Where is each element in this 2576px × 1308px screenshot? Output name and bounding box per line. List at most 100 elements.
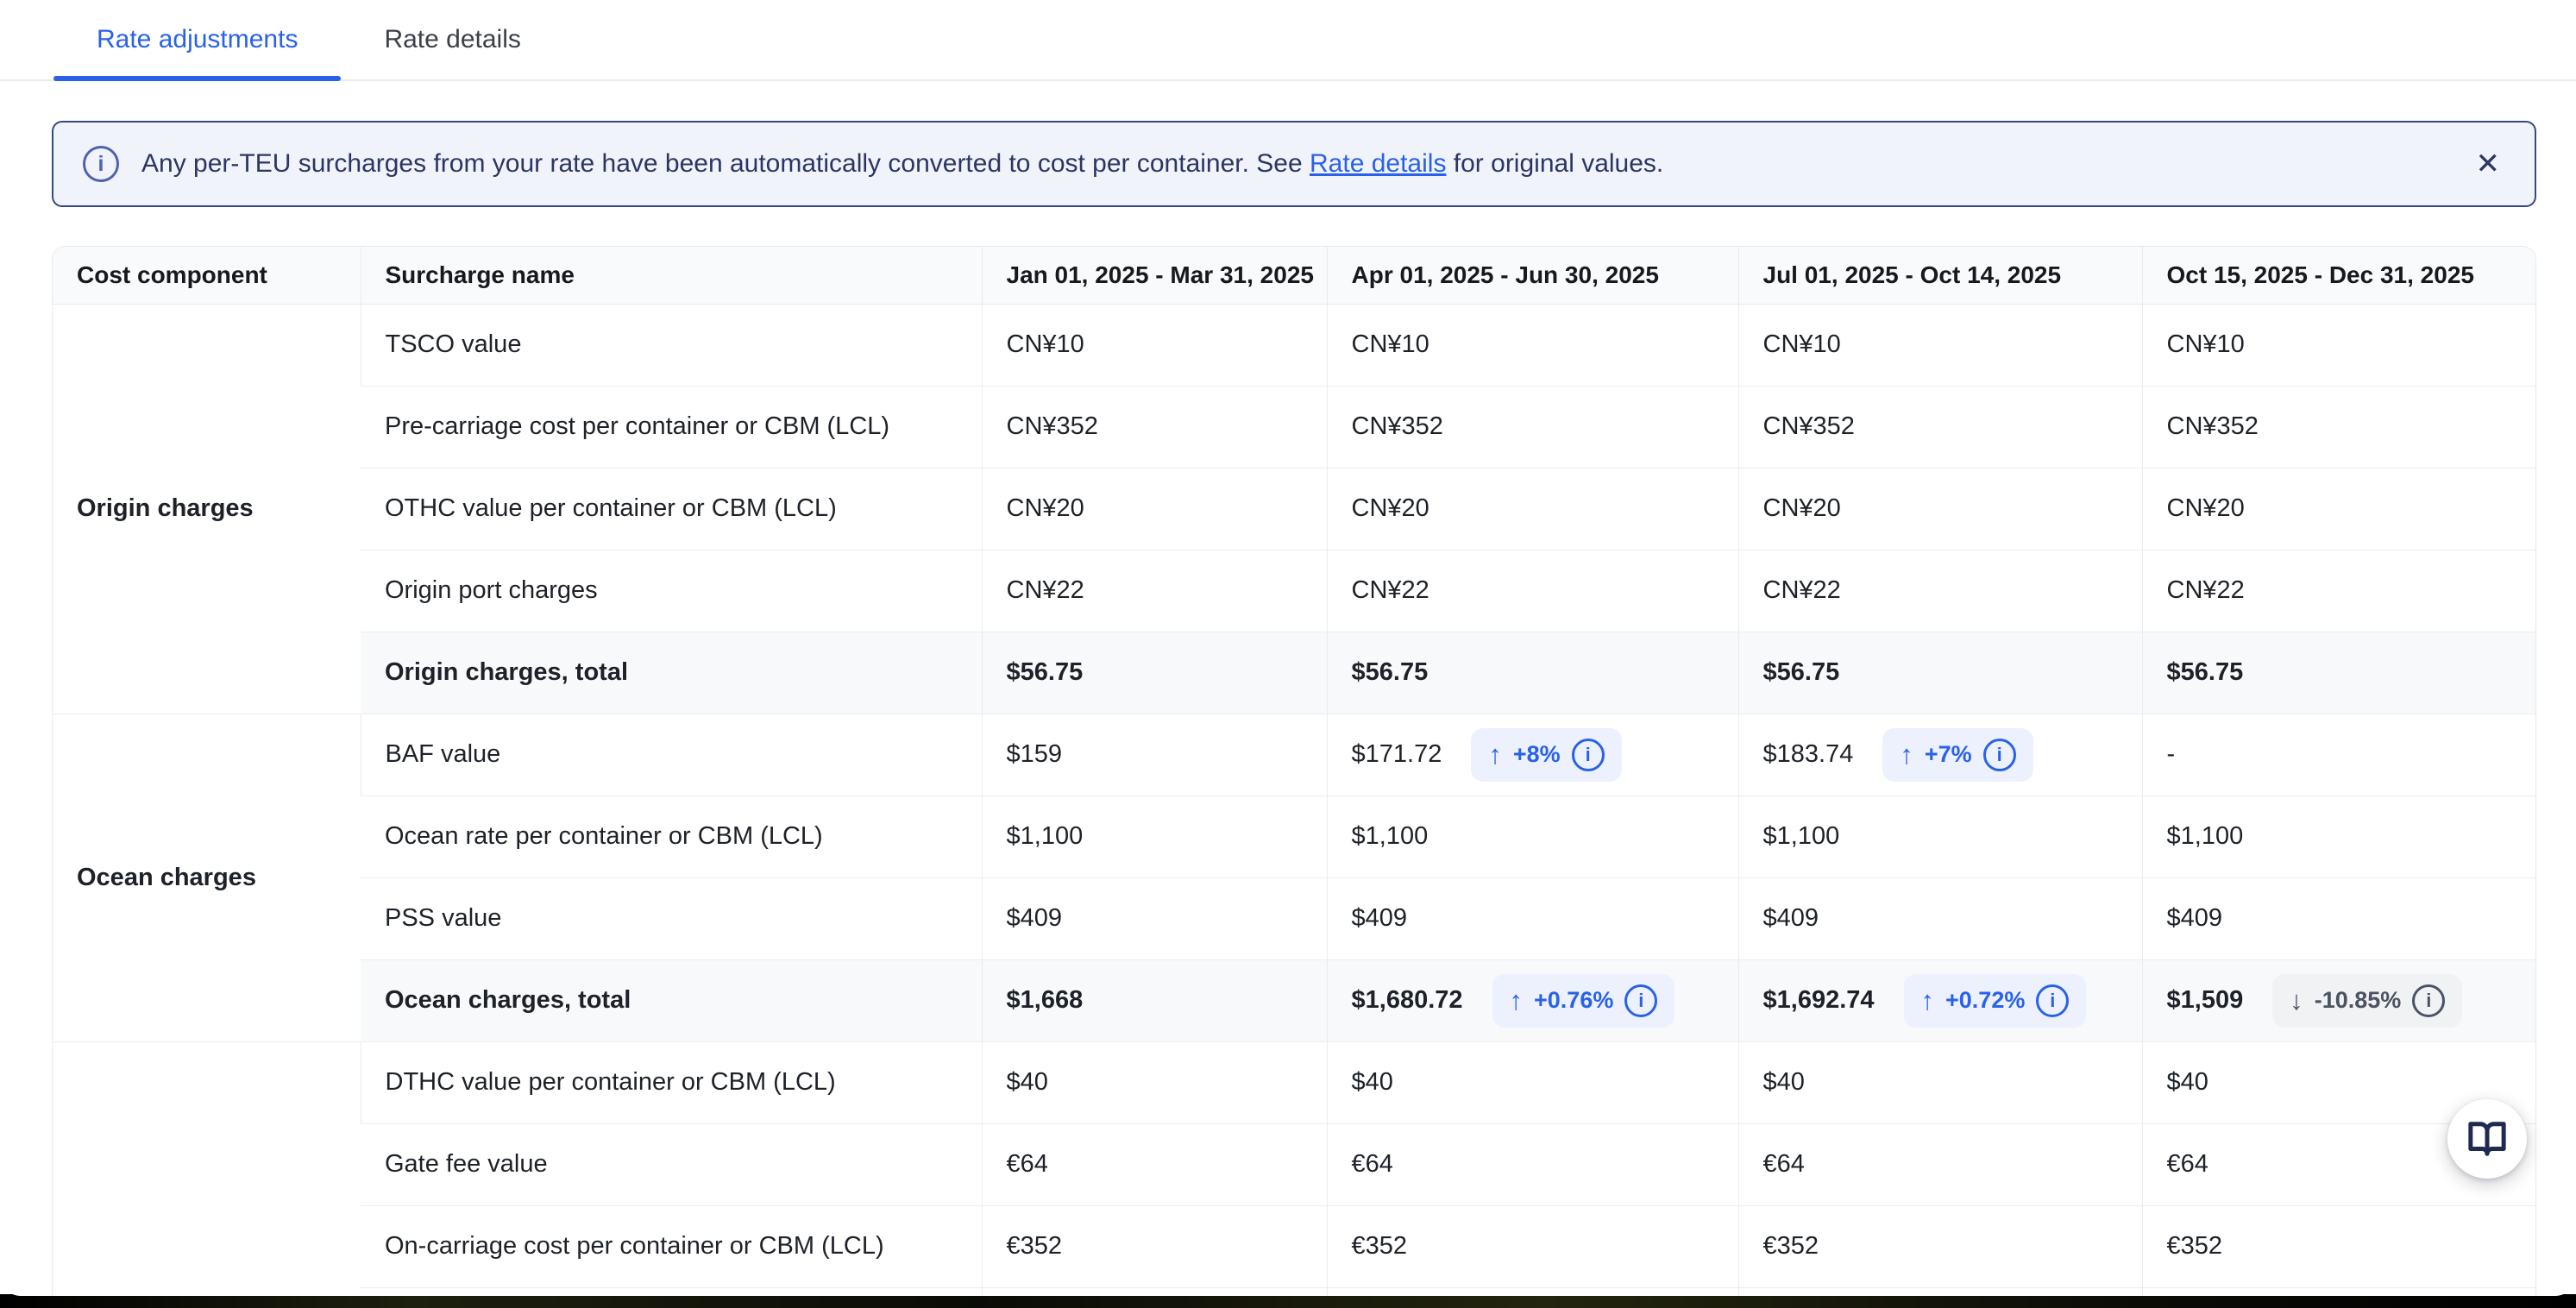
cell-value: $1,100 xyxy=(1006,822,1084,850)
surcharge-name-cell: Pre-carriage cost per container or CBM (… xyxy=(361,385,982,468)
value-cell: CN¥10 xyxy=(2141,304,2535,386)
cell-value: CN¥20 xyxy=(1351,494,1429,522)
value-cell: $409 xyxy=(1326,877,1738,959)
cell-value: $56.75 xyxy=(2166,658,2244,686)
cell-value: €64 xyxy=(1762,1150,1805,1178)
value-cell: €64 xyxy=(981,1122,1327,1205)
cell-value: €352 xyxy=(2166,1232,2223,1260)
value-cell: CN¥352 xyxy=(1737,385,2142,468)
cell-value: CN¥352 xyxy=(1351,412,1443,440)
rate-adjustments-table: Cost component Surcharge name Jan 01, 2025… xyxy=(52,246,2536,1296)
cell-value: CN¥22 xyxy=(2166,576,2245,604)
table-row: Ocean charges BAF value $159 $171.72 ↑ +8% i $1… xyxy=(53,713,2535,1041)
surcharge-name-cell: Gate fee value xyxy=(361,1122,982,1205)
surcharge-name-cell: BAF value xyxy=(360,713,982,795)
value-cell: €352 xyxy=(2141,1204,2535,1287)
cost-component-cell: Origin charges xyxy=(53,304,361,714)
column-header: Apr 01, 2025 - Jun 30, 2025 xyxy=(1326,247,1738,305)
cell-value: $409 xyxy=(1762,904,1819,932)
surcharge-name-cell: OTHC value per container or CBM (LCL) xyxy=(361,467,982,550)
tab-bar: Rate adjustments Rate details xyxy=(0,0,2576,81)
value-cell xyxy=(2141,1286,2535,1296)
surcharge-name-cell: PSS value xyxy=(361,877,982,959)
cell-value: $1,100 xyxy=(1762,822,1840,850)
value-cell: $56.75 xyxy=(2141,631,2535,714)
cell-value: €64 xyxy=(1351,1150,1393,1178)
book-open-icon xyxy=(2468,1122,2506,1156)
info-icon[interactable]: i xyxy=(2036,984,2070,1017)
value-cell: CN¥20 xyxy=(1326,467,1738,550)
column-header: Cost component xyxy=(53,247,361,305)
help-book-button[interactable] xyxy=(2447,1099,2527,1179)
change-badge: ↓ -10.85% i xyxy=(2272,973,2463,1028)
cell-value: €352 xyxy=(1351,1232,1408,1260)
value-cell: $409 xyxy=(1737,877,2142,959)
tab-rate-adjustments[interactable]: Rate adjustments xyxy=(53,0,342,81)
rate-details-link[interactable]: Rate details xyxy=(1310,149,1447,178)
info-banner: i Any per-TEU surcharges from your rate … xyxy=(52,121,2536,207)
value-cell: CN¥20 xyxy=(981,467,1327,550)
cell-value: - xyxy=(2166,740,2176,768)
change-percent: -10.85% xyxy=(2314,987,2402,1013)
cell-value: $1,509 xyxy=(2166,986,2244,1014)
info-icon[interactable]: i xyxy=(1571,738,1605,771)
cell-value: $409 xyxy=(1351,904,1408,932)
change-badge: ↑ +8% i xyxy=(1471,727,1622,782)
value-cell: $409 xyxy=(981,877,1327,959)
cell-value: €352 xyxy=(1762,1232,1819,1260)
cell-value: CN¥20 xyxy=(1762,494,1841,522)
surcharge-name-cell: Origin charges, total xyxy=(361,631,982,714)
value-cell: €64 xyxy=(1326,1122,1738,1205)
cell-value: $40 xyxy=(1762,1068,1805,1096)
value-cell: $1,100 xyxy=(1326,795,1738,877)
surcharge-name-cell: On-carriage cost per container or CBM (L… xyxy=(361,1204,982,1287)
tab-rate-details[interactable]: Rate details xyxy=(384,25,521,53)
value-cell: $40 xyxy=(981,1041,1327,1123)
value-cell: CN¥352 xyxy=(2141,385,2535,468)
cell-value: CN¥22 xyxy=(1762,576,1841,604)
info-icon[interactable]: i xyxy=(2412,984,2446,1017)
value-cell: $1,509 ↓ -10.85% i xyxy=(2141,959,2535,1041)
cell-value: CN¥22 xyxy=(1006,576,1084,604)
cell-value: CN¥10 xyxy=(1351,330,1429,358)
table-row: On-carriage cost per container or CBM (L… xyxy=(53,1204,2535,1287)
cell-value: CN¥20 xyxy=(2166,494,2245,522)
value-cell xyxy=(1737,1286,2142,1296)
cell-value: $171.72 xyxy=(1351,740,1442,768)
info-icon[interactable]: i xyxy=(1982,738,2016,771)
info-icon[interactable]: i xyxy=(1624,984,1658,1017)
cell-value: $1,100 xyxy=(1351,822,1429,850)
cell-value: $1,668 xyxy=(1006,986,1084,1014)
table-row: Ocean rate per container or CBM (LCL) $1,… xyxy=(53,795,2535,877)
cell-value: $159 xyxy=(1006,740,1063,768)
surcharge-name-cell: Ocean rate per container or CBM (LCL) xyxy=(361,795,982,877)
change-percent: +7% xyxy=(1924,741,1972,767)
cell-value: $56.75 xyxy=(1351,658,1429,686)
value-cell: $56.75 xyxy=(981,631,1327,714)
table-row: Origin charges TSCO value CN¥10 CN¥10 CN¥10 C… xyxy=(53,304,2535,714)
table-header-row: Cost component Surcharge name Jan 01, 2025… xyxy=(53,247,2535,305)
cell-value: €64 xyxy=(1006,1150,1048,1178)
table-row-total: Ocean charges, total $1,668 $1,680.72 ↑ +0.7… xyxy=(53,959,2535,1041)
cell-value: $409 xyxy=(1006,904,1063,932)
value-cell: $1,668 xyxy=(981,959,1327,1041)
value-cell: $159 xyxy=(981,713,1327,795)
arrow-up-icon: ↑ xyxy=(1509,984,1524,1016)
close-icon[interactable]: ✕ xyxy=(2475,148,2501,180)
value-cell: CN¥22 xyxy=(1737,549,2142,632)
value-cell: €352 xyxy=(1737,1204,2142,1287)
table-row: Origin port charges CN¥22 CN¥22 CN¥22 CN¥22 xyxy=(53,549,2535,632)
surcharge-name-cell: Origin port charges xyxy=(361,549,982,632)
surcharge-name-cell: Ocean charges, total xyxy=(361,959,982,1041)
column-header: Surcharge name xyxy=(360,247,982,305)
table-row: OTHC value per container or CBM (LCL) CN¥… xyxy=(53,467,2535,550)
cell-value: $40 xyxy=(1006,1068,1048,1096)
value-cell: CN¥10 xyxy=(1326,304,1738,386)
cell-value: $40 xyxy=(1351,1068,1393,1096)
cell-value: €64 xyxy=(2166,1150,2208,1178)
table-row: Gate fee value €64 €64 €64 €64 xyxy=(53,1122,2535,1205)
cell-value: $1,100 xyxy=(2166,822,2244,850)
value-cell: $171.72 ↑ +8% i xyxy=(1326,713,1738,795)
arrow-up-icon: ↑ xyxy=(1488,739,1502,770)
